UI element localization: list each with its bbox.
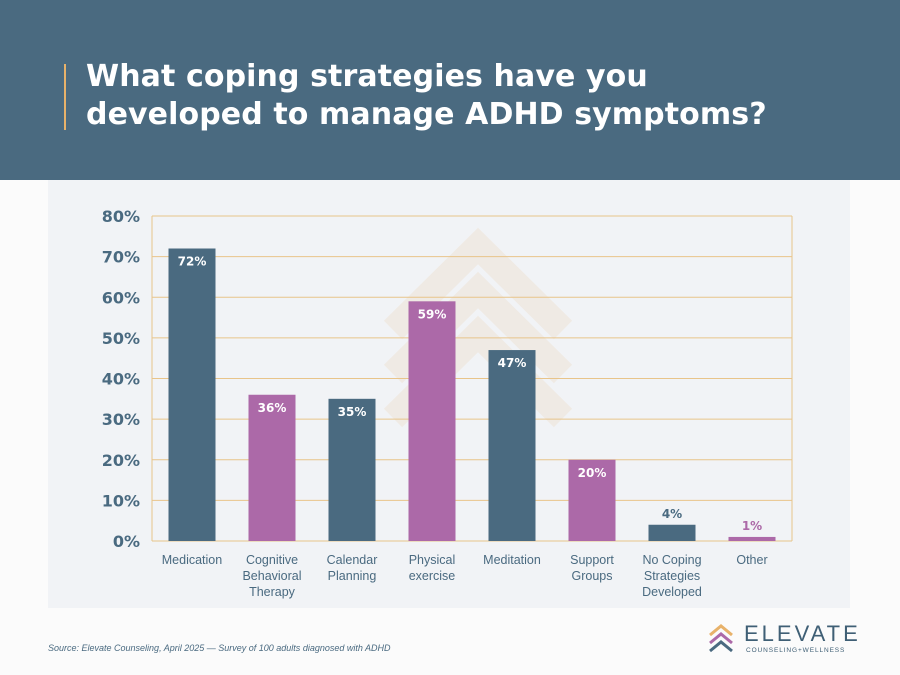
data-label: 47%: [498, 356, 527, 370]
data-label: 72%: [178, 255, 207, 269]
x-tick-label: exercise: [409, 569, 456, 583]
y-tick-label: 60%: [102, 288, 140, 307]
data-label: 1%: [742, 519, 762, 533]
y-tick-label: 50%: [102, 329, 140, 348]
logo-tagline: COUNSELING+WELLNESS: [746, 647, 846, 654]
y-tick-label: 0%: [113, 532, 140, 551]
data-label: 35%: [338, 405, 367, 419]
data-label: 20%: [578, 466, 607, 480]
x-tick-label: Behavioral: [242, 569, 301, 583]
bar: [488, 350, 536, 541]
y-tick-label: 80%: [102, 207, 140, 226]
x-tick-label: No Coping: [642, 553, 701, 567]
bar: [728, 536, 776, 541]
y-tick-label: 20%: [102, 451, 140, 470]
bar: [248, 394, 296, 541]
x-tick-label: Medication: [162, 553, 222, 567]
x-tick-label: Strategies: [644, 569, 700, 583]
x-tick-label: Other: [736, 553, 767, 567]
x-tick-label: Support: [570, 553, 614, 567]
chart-panel: 0% 10% 20% 30% 40% 50% 60% 70% 80% 72% Medication 3…: [48, 180, 850, 608]
header-banner: What coping strategies have you develope…: [0, 0, 900, 180]
bar: [168, 248, 216, 541]
x-tick-label: Physical: [409, 553, 456, 567]
y-tick-label: 10%: [102, 491, 140, 510]
title-line-1: What coping strategies have you: [86, 59, 648, 94]
bar: [328, 398, 376, 541]
header-accent-rule: [64, 64, 66, 130]
data-label: 59%: [418, 307, 447, 321]
x-tick-label: Therapy: [249, 585, 296, 599]
title-line-2: developed to manage ADHD symptoms?: [86, 97, 767, 132]
data-label: 36%: [258, 401, 287, 415]
x-tick-label: Planning: [328, 569, 377, 583]
data-label: 4%: [662, 507, 682, 521]
bar-chart: 0% 10% 20% 30% 40% 50% 60% 70% 80% 72% Medication 3…: [102, 207, 793, 599]
y-tick-label: 70%: [102, 248, 140, 267]
y-tick-label: 30%: [102, 410, 140, 429]
page-title: What coping strategies have you develope…: [86, 58, 846, 134]
x-tick-label: Groups: [572, 569, 613, 583]
source-note: Source: Elevate Counseling, April 2025 —…: [48, 643, 391, 653]
x-tick-label: Calendar: [327, 553, 378, 567]
bar: [408, 301, 456, 541]
bar: [648, 524, 696, 541]
y-tick-label: 40%: [102, 370, 140, 389]
logo-name: ELEVATE: [744, 621, 861, 646]
x-tick-label: Developed: [642, 585, 702, 599]
elevate-logo: ELEVATE COUNSELING+WELLNESS: [706, 620, 858, 660]
chevron-stack-icon: [709, 624, 733, 653]
x-tick-label: Meditation: [483, 553, 541, 567]
x-tick-label: Cognitive: [246, 553, 298, 567]
bar: [568, 459, 616, 541]
